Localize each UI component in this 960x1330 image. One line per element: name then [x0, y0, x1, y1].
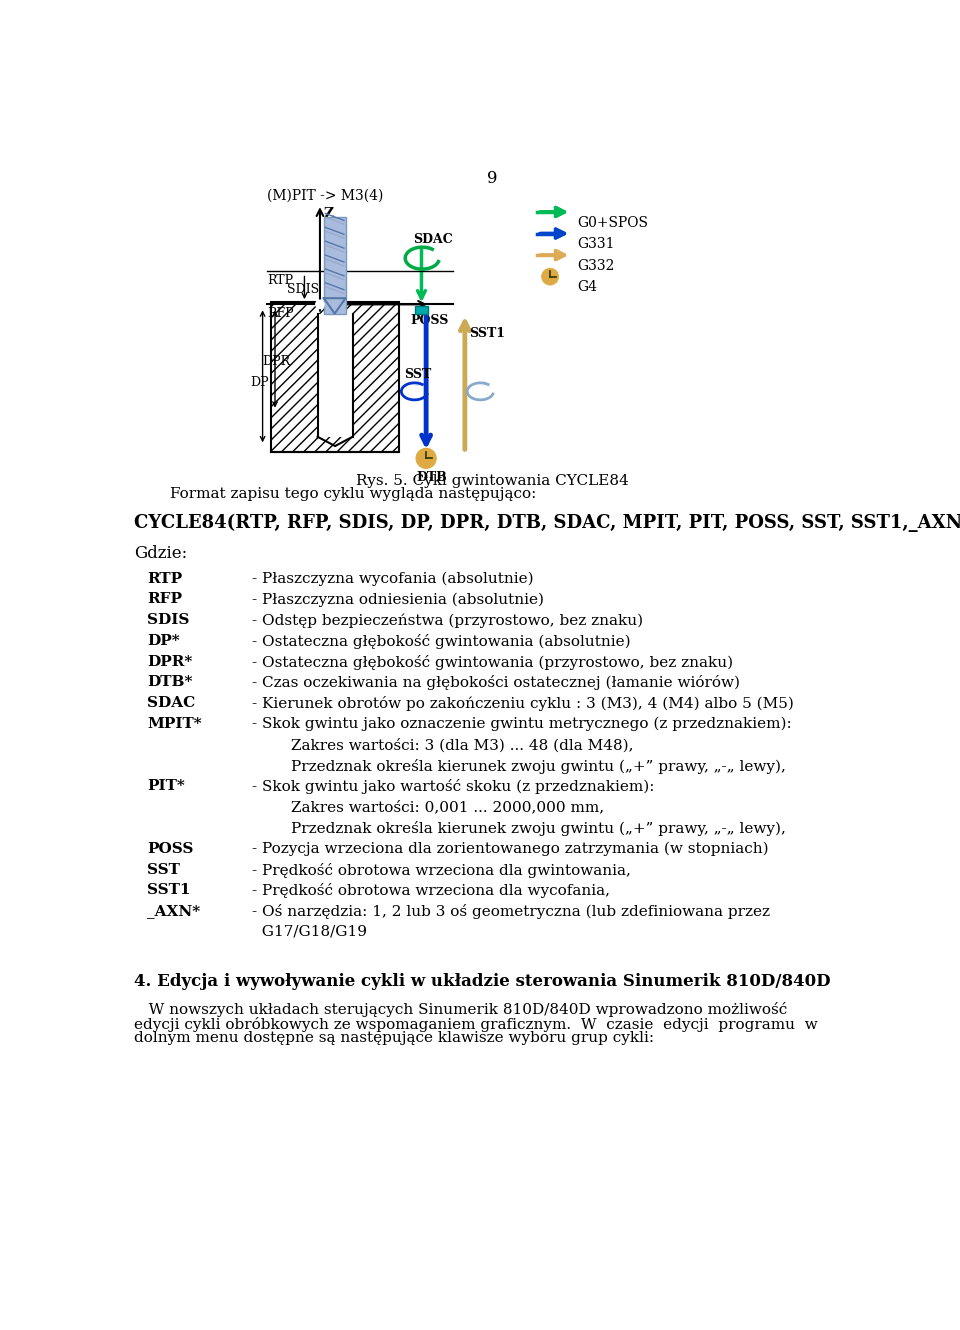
Text: Z: Z	[324, 207, 333, 221]
Text: SDAC: SDAC	[413, 233, 453, 246]
Text: POSS: POSS	[411, 314, 449, 327]
Text: DPR: DPR	[262, 355, 290, 368]
Text: - Kierunek obrotów po zakończeniu cyklu : 3 (M3), 4 (M4) albo 5 (M5): - Kierunek obrotów po zakończeniu cyklu …	[252, 697, 794, 712]
Bar	[318, 314, 352, 436]
Text: SST: SST	[404, 368, 432, 382]
Text: DTB*: DTB*	[147, 676, 193, 689]
Text: Przedznak określa kierunek zwoju gwintu („+” prawy, „-„ lewy),: Przedznak określa kierunek zwoju gwintu …	[252, 758, 785, 774]
Text: - Skok gwintu jako wartość skoku (z przedznakiem):: - Skok gwintu jako wartość skoku (z prze…	[252, 779, 655, 794]
Text: Zakres wartości: 0,001 ... 2000,000 mm,: Zakres wartości: 0,001 ... 2000,000 mm,	[252, 801, 604, 814]
Text: Gdzie:: Gdzie:	[134, 544, 187, 561]
Text: G17/G18/G19: G17/G18/G19	[252, 924, 367, 939]
Text: RTP: RTP	[147, 572, 182, 585]
Bar	[415, 306, 428, 314]
Text: - Odstęp bezpieczeństwa (przyrostowo, bez znaku): - Odstęp bezpieczeństwa (przyrostowo, be…	[252, 613, 643, 628]
Text: edycji cykli obróbkowych ze wspomaganiem graficznym.  W  czasie  edycji  program: edycji cykli obróbkowych ze wspomaganiem…	[134, 1016, 818, 1032]
Text: DPR*: DPR*	[147, 654, 192, 669]
Text: - Prędkość obrotowa wrzeciona dla gwintowania,: - Prędkość obrotowa wrzeciona dla gwinto…	[252, 863, 631, 878]
Text: G332: G332	[577, 259, 614, 273]
Text: SST1: SST1	[468, 327, 505, 340]
Text: - Ostateczna głębokość gwintowania (absolutnie): - Ostateczna głębokość gwintowania (abso…	[252, 634, 631, 649]
Text: SDIS: SDIS	[147, 613, 189, 628]
Text: (M)PIT -> M3(4): (M)PIT -> M3(4)	[267, 189, 384, 203]
Text: CYCLE84(RTP, RFP, SDIS, DP, DPR, DTB, SDAC, MPIT, PIT, POSS, SST, SST1,_AXN): CYCLE84(RTP, RFP, SDIS, DP, DPR, DTB, SD…	[134, 513, 960, 532]
Circle shape	[541, 269, 559, 285]
Text: dolnym menu dostępne są następujące klawisze wyboru grup cykli:: dolnym menu dostępne są następujące klaw…	[134, 1031, 654, 1045]
Text: RFP: RFP	[147, 592, 182, 606]
Text: SST: SST	[147, 863, 180, 876]
Text: - Płaszczyzna odniesienia (absolutnie): - Płaszczyzna odniesienia (absolutnie)	[252, 592, 543, 606]
Text: DTB: DTB	[417, 471, 447, 484]
Text: Przedznak określa kierunek zwoju gwintu („+” prawy, „-„ lewy),: Przedznak określa kierunek zwoju gwintu …	[252, 821, 785, 837]
Bar	[271, 302, 399, 452]
Text: - Ostateczna głębokość gwintowania (przyrostowo, bez znaku): - Ostateczna głębokość gwintowania (przy…	[252, 654, 732, 670]
Text: PIT*: PIT*	[147, 779, 185, 794]
Text: DP*: DP*	[147, 634, 180, 648]
Circle shape	[316, 301, 324, 309]
Text: G4: G4	[577, 281, 597, 294]
Text: SDAC: SDAC	[147, 697, 196, 710]
Text: RFP: RFP	[267, 307, 294, 321]
Text: - Czas oczekiwania na głębokości ostatecznej (łamanie wiórów): - Czas oczekiwania na głębokości ostatec…	[252, 676, 740, 690]
Text: RTP: RTP	[267, 274, 294, 287]
Text: Rys. 5. Cykl gwintowania CYCLE84: Rys. 5. Cykl gwintowania CYCLE84	[355, 473, 629, 488]
Text: _AXN*: _AXN*	[147, 904, 201, 918]
Text: G0+SPOS: G0+SPOS	[577, 215, 648, 230]
Text: POSS: POSS	[147, 842, 194, 855]
Text: - Oś narzędzia: 1, 2 lub 3 oś geometryczna (lub zdefiniowana przez: - Oś narzędzia: 1, 2 lub 3 oś geometrycz…	[252, 904, 770, 919]
Text: SDIS: SDIS	[287, 283, 319, 295]
Text: - Skok gwintu jako oznaczenie gwintu metrycznego (z przedznakiem):: - Skok gwintu jako oznaczenie gwintu met…	[252, 717, 791, 732]
Text: G331: G331	[577, 237, 614, 251]
Text: - Prędkość obrotowa wrzeciona dla wycofania,: - Prędkość obrotowa wrzeciona dla wycofa…	[252, 883, 610, 898]
Text: Zakres wartości: 3 (dla M3) ... 48 (dla M48),: Zakres wartości: 3 (dla M3) ... 48 (dla …	[252, 738, 634, 753]
Text: DP: DP	[251, 376, 269, 388]
Text: MPIT*: MPIT*	[147, 717, 202, 732]
Bar	[324, 217, 346, 314]
Text: 4. Edycja i wywoływanie cykli w układzie sterowania Sinumerik 810D/840D: 4. Edycja i wywoływanie cykli w układzie…	[134, 972, 830, 990]
Text: W nowszych układach sterujących Sinumerik 810D/840D wprowadzono możliwość: W nowszych układach sterujących Sinumeri…	[134, 1001, 787, 1017]
Text: Format zapisu tego cyklu wygląda następująco:: Format zapisu tego cyklu wygląda następu…	[170, 487, 537, 501]
Text: 9: 9	[487, 170, 497, 188]
Text: SST1: SST1	[147, 883, 191, 898]
Text: - Płaszczyzna wycofania (absolutnie): - Płaszczyzna wycofania (absolutnie)	[252, 572, 534, 587]
Circle shape	[416, 448, 436, 468]
Text: - Pozycja wrzeciona dla zorientowanego zatrzymania (w stopniach): - Pozycja wrzeciona dla zorientowanego z…	[252, 842, 768, 857]
